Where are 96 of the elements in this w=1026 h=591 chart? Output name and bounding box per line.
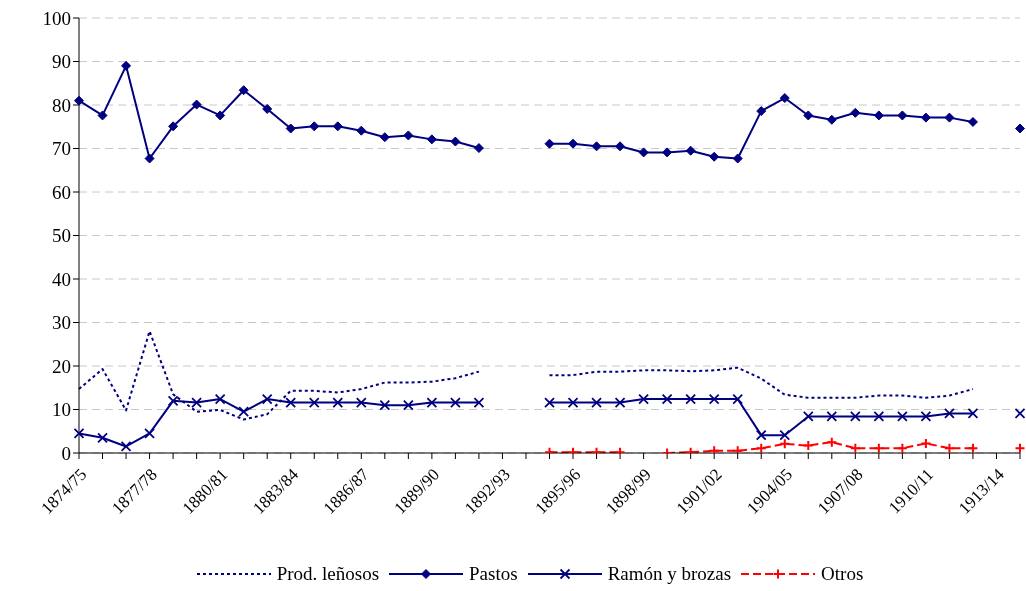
- point: [803, 110, 814, 121]
- point: [215, 110, 226, 121]
- point: [849, 411, 861, 422]
- legend-label: Pastos: [469, 563, 518, 585]
- point: [779, 93, 790, 104]
- point: [426, 134, 437, 145]
- point: [591, 141, 602, 152]
- point: [638, 147, 649, 158]
- point: [332, 397, 344, 408]
- y-tick-label: 0: [61, 442, 71, 464]
- point: [379, 399, 391, 411]
- point: [944, 112, 955, 123]
- point: [755, 429, 767, 441]
- point: [450, 136, 461, 147]
- point: [943, 442, 955, 453]
- point: [615, 141, 626, 152]
- point: [1014, 408, 1026, 419]
- point: [120, 441, 132, 452]
- y-tick-label: 30: [52, 312, 71, 334]
- point: [73, 428, 85, 439]
- y-tick-label: 60: [52, 181, 71, 203]
- point: [74, 95, 84, 106]
- point: [967, 116, 978, 127]
- point: [849, 442, 861, 453]
- y-tick-label: 40: [52, 268, 71, 290]
- point: [614, 397, 626, 408]
- y-tick-label: 10: [52, 399, 71, 421]
- point: [121, 60, 132, 71]
- point: [708, 393, 720, 405]
- y-tick-label: 90: [52, 51, 71, 73]
- point: [896, 411, 908, 422]
- point: [873, 442, 885, 453]
- point: [356, 125, 367, 136]
- point: [544, 138, 555, 149]
- point: [685, 393, 697, 405]
- point: [567, 397, 579, 408]
- point: [826, 411, 838, 422]
- point: [473, 143, 484, 154]
- point: [473, 397, 485, 408]
- legend-label: Otros: [821, 563, 864, 585]
- point: [779, 429, 791, 441]
- point: [568, 138, 579, 149]
- point: [802, 411, 814, 422]
- point: [850, 107, 861, 118]
- point: [191, 99, 202, 110]
- point: [544, 397, 555, 408]
- point: [283, 123, 296, 134]
- point: [261, 393, 273, 405]
- point: [144, 428, 155, 439]
- point: [97, 110, 108, 121]
- point: [403, 130, 414, 141]
- point: [826, 114, 837, 125]
- point: [191, 397, 203, 408]
- y-tick-label: 70: [52, 138, 71, 160]
- point: [355, 397, 367, 408]
- point: [756, 106, 767, 117]
- point: [732, 153, 743, 164]
- y-tick-label: 100: [42, 7, 71, 29]
- y-tick-label: 50: [52, 225, 71, 247]
- point: [1014, 442, 1026, 453]
- point: [214, 393, 226, 405]
- point: [685, 145, 696, 156]
- point: [285, 397, 297, 408]
- point: [873, 110, 884, 121]
- point: [167, 395, 179, 407]
- point: [755, 442, 767, 453]
- point: [309, 121, 320, 132]
- point: [144, 153, 155, 164]
- point: [944, 408, 955, 419]
- legend-label: Ramón y brozas: [607, 563, 732, 585]
- point: [591, 397, 602, 408]
- point: [308, 397, 320, 408]
- point: [920, 112, 931, 123]
- point: [896, 442, 908, 453]
- point: [920, 411, 932, 422]
- point: [97, 432, 108, 444]
- point: [332, 121, 343, 132]
- y-tick-label: 20: [52, 355, 71, 377]
- point: [967, 442, 979, 453]
- y-tick-label: 80: [52, 94, 71, 116]
- point: [662, 147, 673, 158]
- point: [450, 397, 461, 408]
- point: [661, 393, 673, 405]
- point: [238, 406, 250, 418]
- point: [379, 132, 390, 143]
- point: [262, 103, 273, 114]
- point: [732, 393, 744, 405]
- point: [967, 408, 979, 419]
- point: [709, 151, 720, 162]
- point: [638, 393, 649, 405]
- point: [897, 110, 908, 121]
- point: [1015, 123, 1025, 134]
- point: [426, 397, 438, 408]
- legend-label: Prod. leñosos: [276, 563, 380, 585]
- point: [873, 411, 885, 422]
- point: [402, 399, 414, 411]
